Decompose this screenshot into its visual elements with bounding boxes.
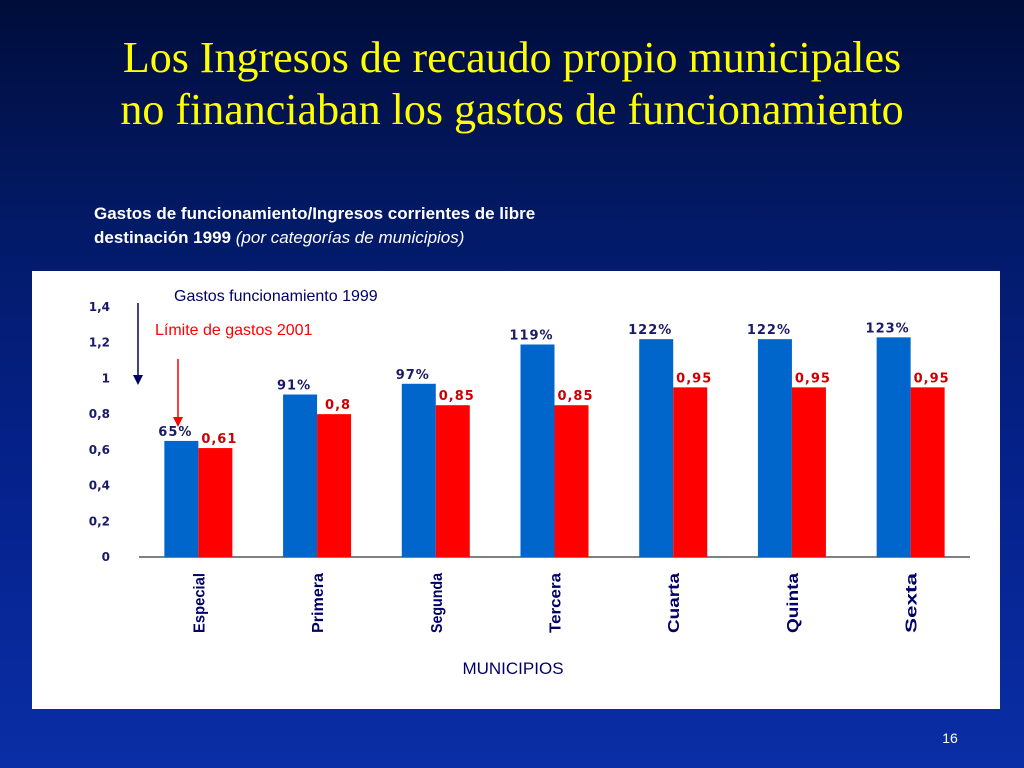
x-axis-title: MUNICIPIOS xyxy=(462,659,563,678)
x-category-label: Quinta xyxy=(785,573,802,633)
bar-gastos-1999 xyxy=(757,339,792,557)
data-label-limite: 0,85 xyxy=(557,389,593,404)
bar-gastos-1999 xyxy=(520,344,555,557)
data-label-gastos: 65% xyxy=(158,425,192,440)
data-label-limite: 0,95 xyxy=(795,371,831,386)
x-category-label: Segunda xyxy=(429,573,446,633)
data-label-limite: 0,95 xyxy=(676,371,712,386)
legend-limite-2001: Límite de gastos 2001 xyxy=(155,322,313,339)
bar-gastos-1999 xyxy=(283,394,318,557)
x-category-label: Primera xyxy=(310,573,327,633)
bar-limite-2001 xyxy=(673,387,708,557)
bar-limite-2001 xyxy=(317,414,352,557)
y-tick-label: 1,4 xyxy=(89,300,110,314)
legend-gastos-1999: Gastos funcionamiento 1999 xyxy=(174,288,378,305)
chart-heading: Gastos de funcionamiento/Ingresos corrie… xyxy=(94,202,734,250)
chart-panel: 0 0,2 0,4 0,6 0,8 1 1,2 1,4 65% 0,61 Especial 91% 0,… xyxy=(32,271,1000,709)
x-category-label: Cuarta xyxy=(666,573,683,633)
data-label-gastos: 91% xyxy=(277,379,311,394)
x-category-label: Sexta xyxy=(904,573,921,633)
data-label-limite: 0,61 xyxy=(201,432,237,447)
arrow-gastos-head xyxy=(133,375,143,385)
bar-limite-2001 xyxy=(791,387,826,557)
data-label-limite: 0,8 xyxy=(325,398,351,413)
bar-limite-2001 xyxy=(435,405,470,557)
bar-limite-2001 xyxy=(198,448,233,557)
slide-title: Los Ingresos de recaudo propio municipal… xyxy=(0,32,1024,136)
data-label-limite: 0,95 xyxy=(914,371,950,386)
chart-heading-line-1: Gastos de funcionamiento/Ingresos corrie… xyxy=(94,204,536,223)
y-tick-label: 0 xyxy=(102,550,110,564)
bar-limite-2001 xyxy=(554,405,589,557)
data-label-gastos: 119% xyxy=(509,329,553,344)
y-tick-label: 1,2 xyxy=(89,336,110,350)
data-label-limite: 0,85 xyxy=(439,389,475,404)
title-line-1: Los Ingresos de recaudo propio municipal… xyxy=(122,33,902,82)
page-number: 16 xyxy=(942,730,958,746)
y-tick-label: 0,4 xyxy=(89,479,110,493)
data-label-gastos: 123% xyxy=(866,321,910,336)
data-label-gastos: 122% xyxy=(628,323,672,338)
bar-gastos-1999 xyxy=(639,339,674,557)
chart-heading-bold: destinación 1999 xyxy=(94,228,232,247)
x-category-label: Tercera xyxy=(548,573,565,633)
bar-limite-2001 xyxy=(910,387,945,557)
bar-gastos-1999 xyxy=(401,383,436,557)
y-tick-label: 1 xyxy=(102,371,110,385)
y-tick-label: 0,2 xyxy=(89,514,110,528)
title-line-2: no financiaban los gastos de funcionamie… xyxy=(120,85,904,134)
x-category-label: Especial xyxy=(191,573,208,633)
data-label-gastos: 122% xyxy=(747,323,791,338)
chart-heading-subtitle: (por categorías de municipios) xyxy=(235,228,465,247)
bar-gastos-1999 xyxy=(164,440,199,557)
y-tick-label: 0,8 xyxy=(89,407,110,421)
bar-chart: 0 0,2 0,4 0,6 0,8 1 1,2 1,4 65% 0,61 Especial 91% 0,… xyxy=(89,288,970,678)
y-tick-label: 0,6 xyxy=(89,443,110,457)
chart-heading-line-2: destinación 1999 (por categorías de muni… xyxy=(94,226,734,250)
data-label-gastos: 97% xyxy=(396,368,430,383)
arrow-limite-head xyxy=(173,417,183,427)
bar-gastos-1999 xyxy=(876,337,911,557)
